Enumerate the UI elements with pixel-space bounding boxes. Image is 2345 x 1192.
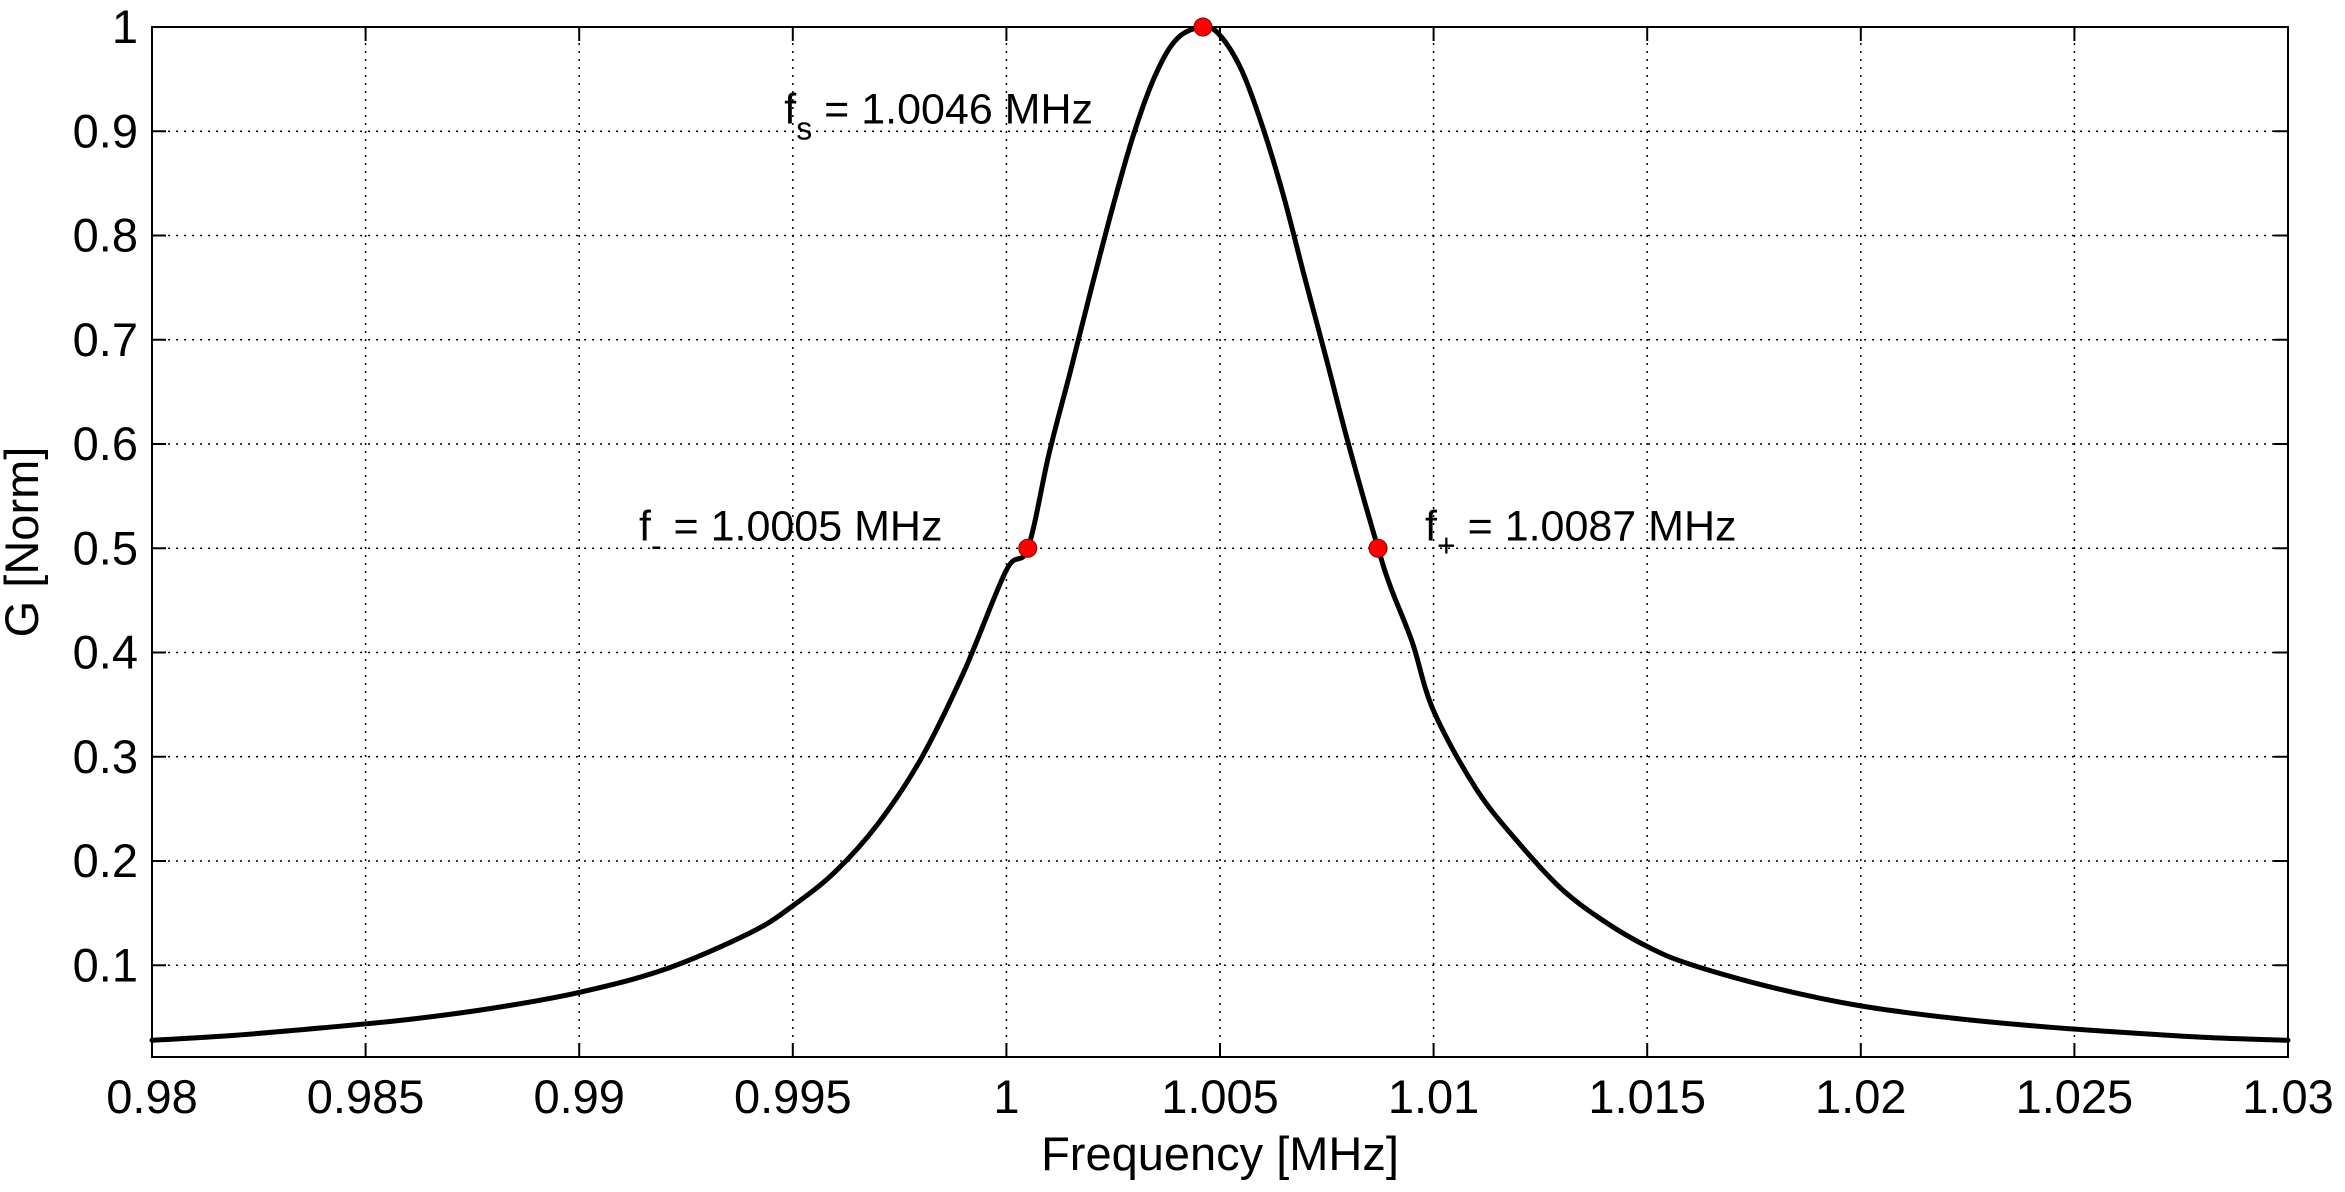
y-tick-label: 0.7 bbox=[73, 313, 138, 366]
x-tick-label: 1.01 bbox=[1388, 1070, 1479, 1123]
x-tick-label: 1.015 bbox=[1588, 1070, 1706, 1123]
y-tick-label: 0.5 bbox=[73, 521, 138, 574]
x-axis-label: Frequency [MHz] bbox=[1041, 1127, 1399, 1180]
x-tick-labels: 0.98 0.985 0.99 0.995 1 1.005 1.01 1.015 1.02 1.0… bbox=[106, 1070, 2333, 1123]
series-line-g bbox=[149, 24, 2291, 1043]
marker-point bbox=[1018, 538, 1038, 558]
x-tick-label: 1.025 bbox=[2016, 1070, 2134, 1123]
marker-point bbox=[1193, 17, 1213, 37]
x-tick-label: 0.99 bbox=[533, 1070, 624, 1123]
x-tick-label: 0.985 bbox=[307, 1070, 425, 1123]
marker-group bbox=[1018, 17, 1388, 558]
series-group bbox=[149, 24, 2291, 1043]
x-tick-label: 0.995 bbox=[734, 1070, 852, 1123]
y-tick-labels: 0.1 0.2 0.3 0.4 0.5 0.6 0.7 0.8 0.9 1 bbox=[73, 0, 138, 991]
y-axis-label: G [Norm] bbox=[0, 447, 48, 638]
y-tick-label: 0.8 bbox=[73, 209, 138, 262]
x-tick-label: 1 bbox=[993, 1070, 1019, 1123]
y-tick-label: 1 bbox=[112, 0, 138, 53]
marker-point bbox=[1368, 538, 1388, 558]
x-tick-label: 1.02 bbox=[1815, 1070, 1906, 1123]
x-tick-label: 1.03 bbox=[2242, 1070, 2333, 1123]
x-tick-label: 1.005 bbox=[1161, 1070, 1279, 1123]
annotation-label: f- = 1.0005 MHz bbox=[639, 502, 942, 563]
y-tick-label: 0.3 bbox=[73, 730, 138, 783]
annotation-group: fs = 1.0046 MHz f- = 1.0005 MHz f+ = 1.008… bbox=[639, 85, 1737, 563]
y-tick-label: 0.2 bbox=[73, 834, 138, 887]
annotation-label: fs = 1.0046 MHz bbox=[784, 85, 1093, 146]
y-tick-label: 0.6 bbox=[73, 417, 138, 470]
y-tick-label: 0.9 bbox=[73, 104, 138, 157]
x-tick-label: 0.98 bbox=[106, 1070, 197, 1123]
axis-ticks bbox=[151, 26, 2289, 1057]
y-tick-label: 0.4 bbox=[73, 626, 138, 679]
annotation-label: f+ = 1.0087 MHz bbox=[1425, 502, 1736, 563]
y-tick-label: 0.1 bbox=[73, 938, 138, 991]
